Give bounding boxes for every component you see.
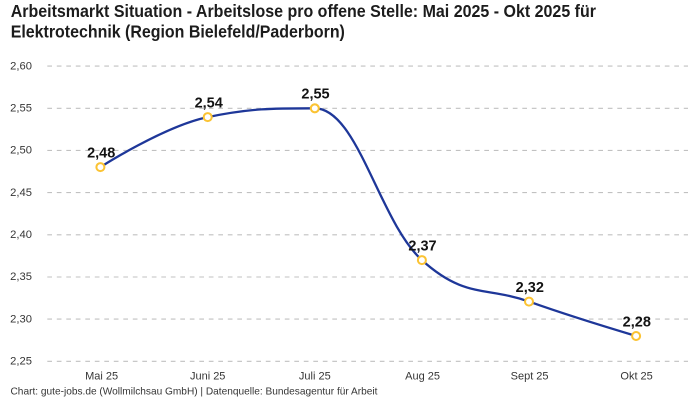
svg-text:Juni 25: Juni 25 (190, 371, 225, 383)
svg-text:2,25: 2,25 (10, 356, 32, 368)
svg-text:2,54: 2,54 (195, 95, 223, 111)
svg-text:Chart: gute-jobs.de (Wollmilch: Chart: gute-jobs.de (Wollmilchsau GmbH) … (11, 387, 378, 398)
svg-text:2,32: 2,32 (516, 280, 544, 296)
svg-text:2,60: 2,60 (10, 60, 32, 72)
svg-text:2,37: 2,37 (408, 238, 436, 254)
svg-text:Sept 25: Sept 25 (511, 371, 549, 383)
svg-text:2,48: 2,48 (87, 145, 115, 161)
svg-text:2,40: 2,40 (10, 229, 32, 241)
svg-text:Juli 25: Juli 25 (299, 371, 331, 383)
svg-text:2,28: 2,28 (623, 314, 651, 330)
svg-text:Aug 25: Aug 25 (405, 371, 440, 383)
svg-text:2,35: 2,35 (10, 271, 32, 283)
svg-text:2,45: 2,45 (10, 187, 32, 199)
svg-text:Arbeitsmarkt Situation - Arbei: Arbeitsmarkt Situation - Arbeitslose pro… (11, 1, 597, 21)
svg-text:2,55: 2,55 (10, 103, 32, 115)
svg-text:2,30: 2,30 (10, 313, 32, 325)
svg-text:Elektrotechnik (Region Bielefe: Elektrotechnik (Region Bielefeld/Paderbo… (11, 22, 345, 42)
svg-text:Mai 25: Mai 25 (85, 371, 118, 383)
svg-text:Okt 25: Okt 25 (620, 371, 652, 383)
svg-text:2,50: 2,50 (10, 145, 32, 157)
svg-text:2,55: 2,55 (301, 87, 329, 103)
